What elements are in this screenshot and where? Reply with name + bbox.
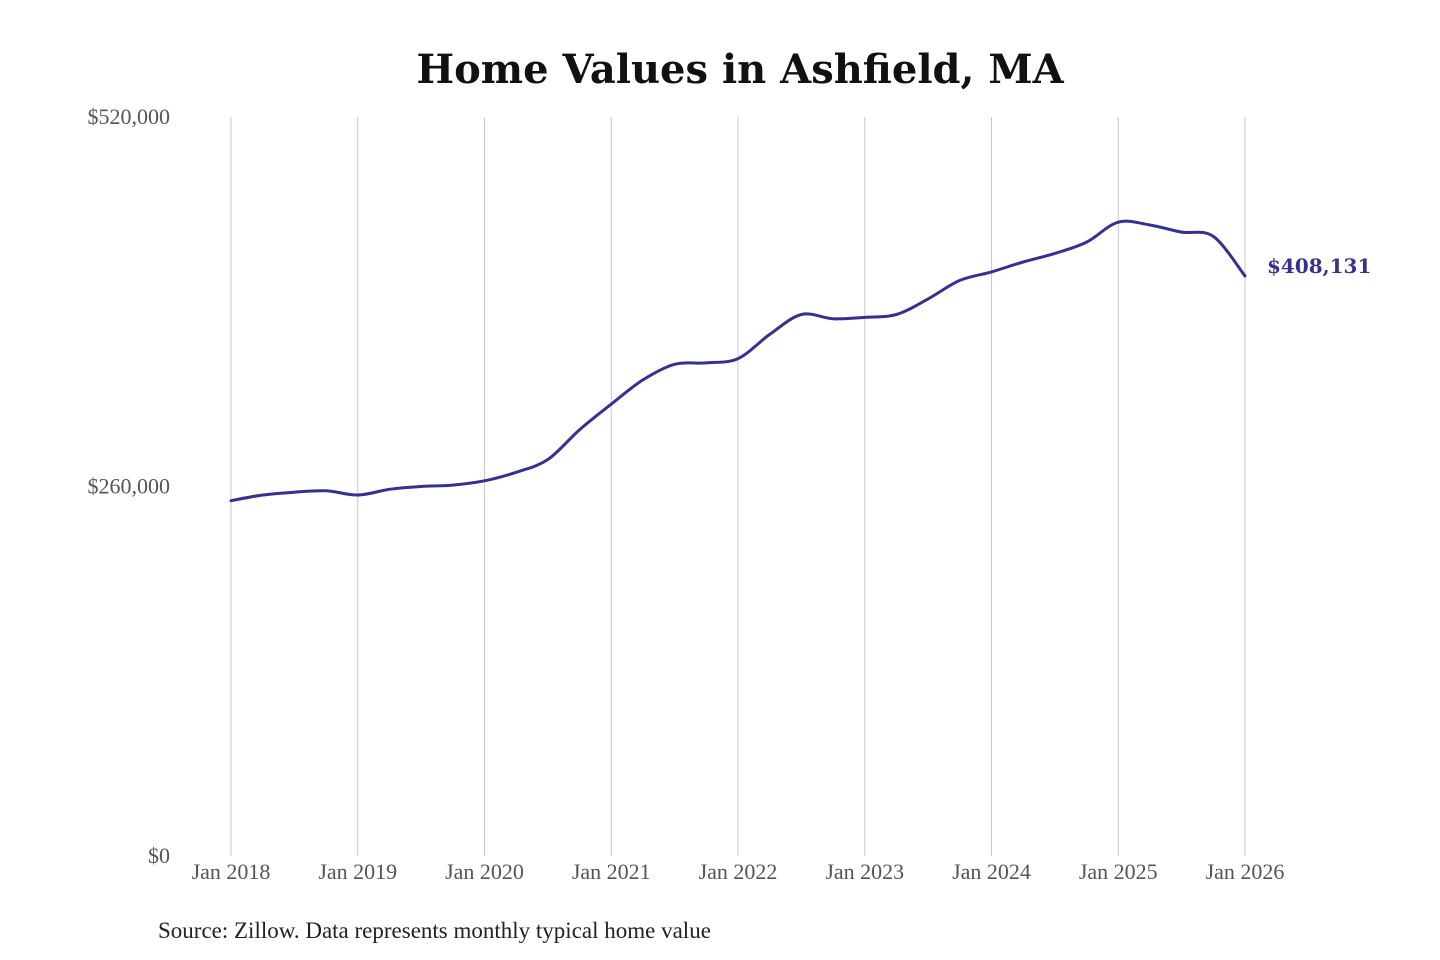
grid-lines	[230, 117, 1246, 856]
y-tick-label: $260,000	[88, 474, 171, 499]
x-tick-label: Jan 2023	[825, 859, 904, 884]
x-tick-label: Jan 2018	[192, 859, 271, 884]
x-tick-label: Jan 2024	[952, 859, 1031, 884]
chart-title: Home Values in Ashfield, MA	[416, 46, 1064, 93]
y-tick-label: $520,000	[88, 104, 171, 129]
x-tick-label: Jan 2019	[318, 859, 397, 884]
source-note: Source: Zillow. Data represents monthly …	[158, 918, 711, 943]
x-tick-label: Jan 2020	[445, 859, 524, 884]
x-tick-label: Jan 2026	[1206, 859, 1285, 884]
y-axis-tick-labels: $0 $260,000 $520,000	[88, 104, 171, 868]
y-tick-label: $0	[148, 843, 170, 868]
x-tick-label: Jan 2025	[1079, 859, 1158, 884]
series-line-home-value	[229, 219, 1247, 503]
x-tick-label: Jan 2022	[699, 859, 778, 884]
x-axis-tick-labels: Jan 2018 Jan 2019 Jan 2020 Jan 2021 Jan 2022…	[192, 859, 1285, 884]
x-tick-label: Jan 2021	[572, 859, 651, 884]
end-value-label: $408,131	[1267, 254, 1371, 278]
